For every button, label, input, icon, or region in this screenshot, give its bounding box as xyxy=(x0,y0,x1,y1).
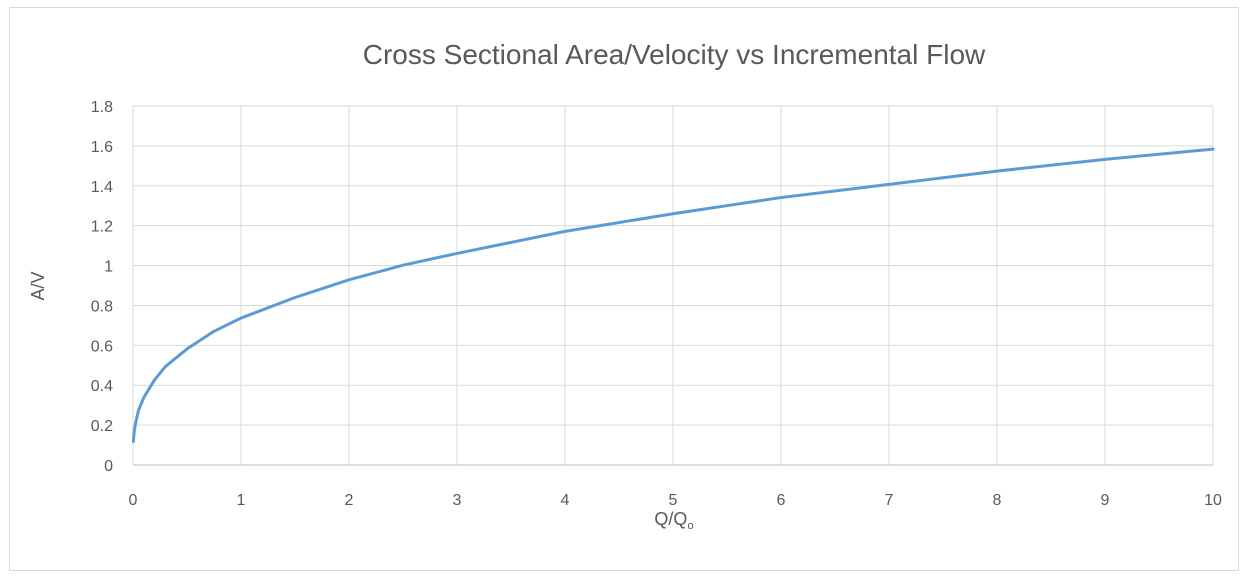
x-axis-tick-labels: 0 1 2 3 4 5 6 7 8 9 10 xyxy=(129,492,1222,509)
x-tick-label: 0 xyxy=(129,492,138,509)
y-axis-tick-labels: 0 0.2 0.4 0.6 0.8 1 1.2 1.4 1.6 1.8 xyxy=(91,99,113,475)
x-tick-label: 3 xyxy=(453,492,462,509)
y-tick-label: 0 xyxy=(104,458,113,475)
y-tick-label: 1.2 xyxy=(91,219,113,236)
x-tick-label: 8 xyxy=(993,492,1002,509)
x-tick-label: 4 xyxy=(561,492,570,509)
x-tick-label: 1 xyxy=(237,492,246,509)
chart-area xyxy=(9,7,1239,571)
x-tick-label: 6 xyxy=(777,492,786,509)
y-tick-label: 0.6 xyxy=(91,338,113,355)
x-tick-label: 10 xyxy=(1204,492,1222,509)
x-tick-label: 9 xyxy=(1101,492,1110,509)
y-tick-label: 0.2 xyxy=(91,418,113,435)
x-axis-label: Q/Qo xyxy=(654,509,693,532)
y-tick-label: 0.8 xyxy=(91,298,113,315)
chart-title: Cross Sectional Area/Velocity vs Increme… xyxy=(363,39,986,70)
x-axis-label-main: Q/Q xyxy=(654,509,687,529)
y-tick-label: 0.4 xyxy=(91,378,113,395)
series-line xyxy=(131,147,1215,443)
x-tick-label: 5 xyxy=(669,492,678,509)
y-tick-label: 1 xyxy=(104,259,113,276)
x-tick-label: 7 xyxy=(885,492,894,509)
x-axis-label-subscript: o xyxy=(687,520,693,532)
y-axis-label: A/V xyxy=(28,271,48,300)
gridlines xyxy=(132,105,1214,466)
y-tick-label: 1.4 xyxy=(91,179,113,196)
x-tick-label: 2 xyxy=(345,492,354,509)
y-tick-label: 1.6 xyxy=(91,139,113,156)
y-tick-label: 1.8 xyxy=(91,99,113,116)
